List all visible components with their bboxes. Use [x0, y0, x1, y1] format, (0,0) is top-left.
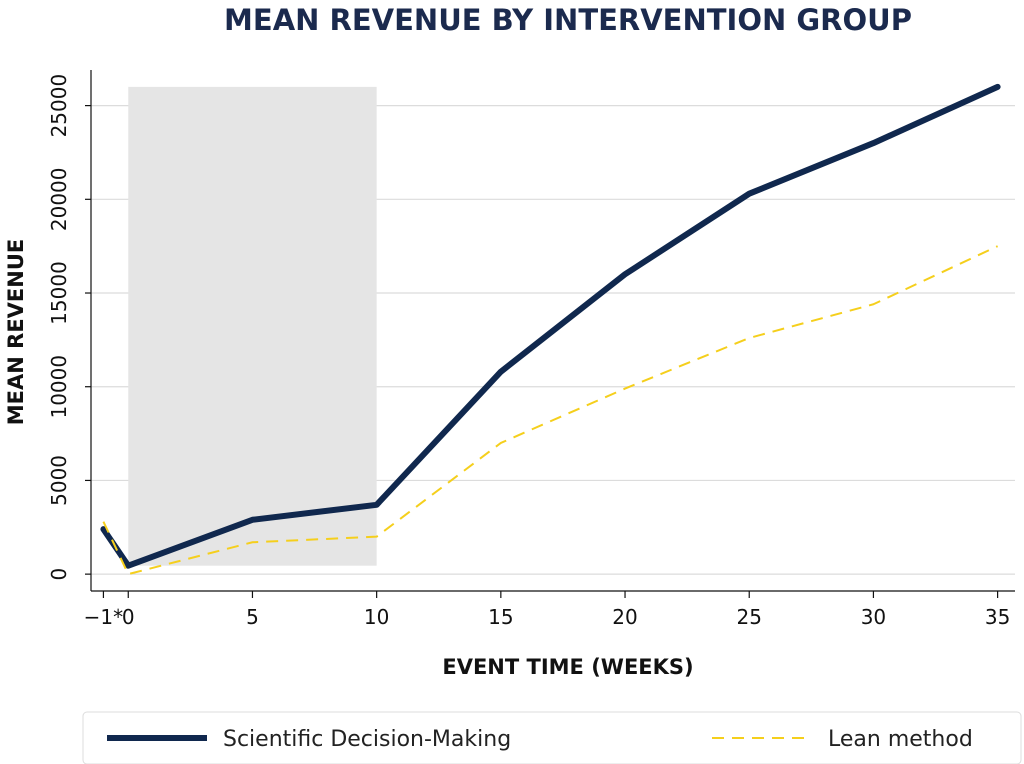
legend-label-scientific-decision-making: Scientific Decision-Making — [223, 727, 511, 752]
chart-title: MEAN REVENUE BY INTERVENTION GROUP — [224, 3, 912, 37]
y-tick-label-2: 10000 — [47, 355, 71, 419]
x-tick-label-7: 30 — [861, 605, 886, 629]
y-tick-label-3: 15000 — [47, 261, 71, 325]
y-tick-label-0: 0 — [47, 568, 71, 581]
legend-box — [82, 711, 1022, 764]
x-tick-label-0: −1* — [84, 605, 123, 629]
x-tick-label-6: 25 — [736, 605, 761, 629]
x-tick-label-3: 10 — [364, 605, 389, 629]
x-axis-title: EVENT TIME (WEEKS) — [442, 655, 693, 679]
x-tick-label-2: 5 — [246, 605, 259, 629]
x-tick-label-1: 0 — [122, 605, 135, 629]
legend: Scientific Decision-Making Lean method — [82, 711, 1022, 764]
legend-label-lean-method: Lean method — [828, 727, 973, 752]
y-tick-label-1: 5000 — [47, 455, 71, 506]
shaded-intervention-region — [128, 86, 377, 566]
y-tick-label-4: 20000 — [47, 168, 71, 232]
y-tick-label-5: 25000 — [47, 74, 71, 138]
y-axis-title: MEAN REVENUE — [4, 239, 28, 425]
x-tick-label-4: 15 — [488, 605, 513, 629]
x-tick-label-5: 20 — [612, 605, 637, 629]
x-tick-label-8: 35 — [985, 605, 1010, 629]
